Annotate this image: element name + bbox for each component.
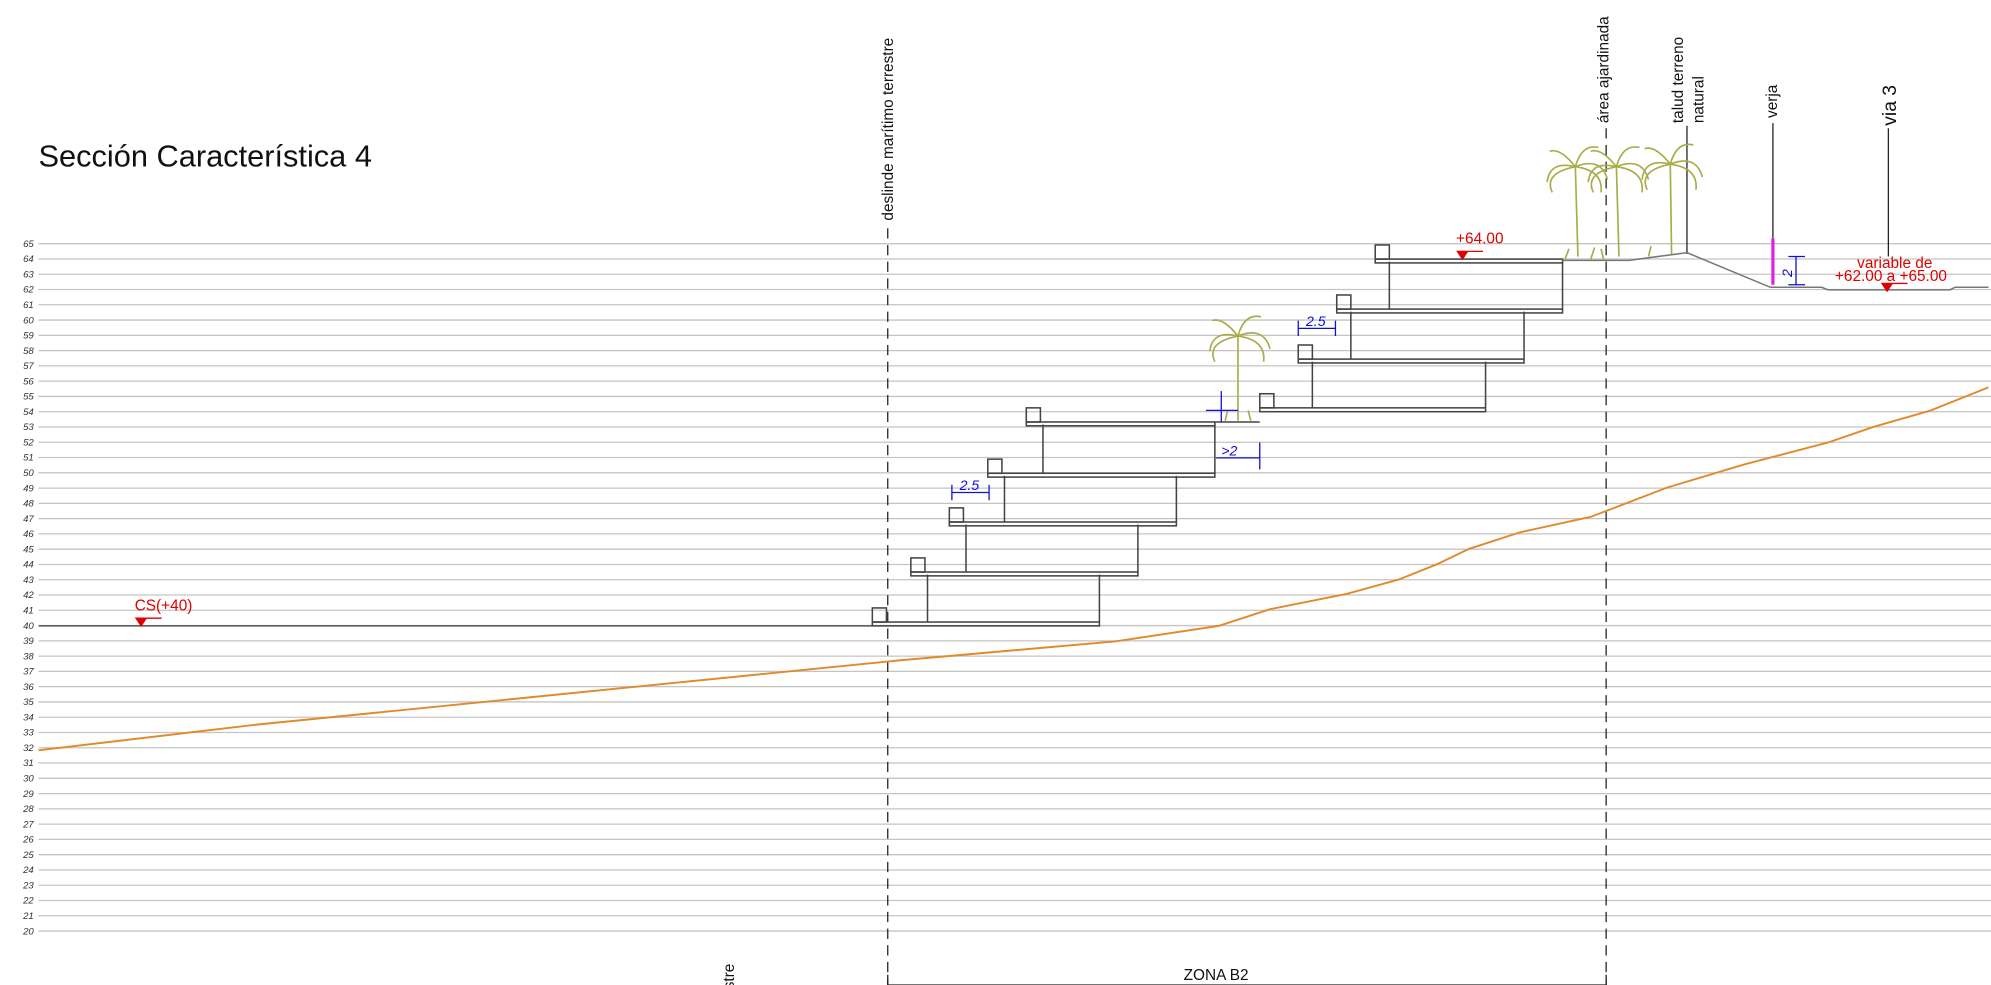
talud-label: talud terreno: [1670, 37, 1687, 123]
level-label: 65: [23, 239, 34, 250]
elevation-label: CS(+40): [135, 597, 193, 614]
level-label: 23: [22, 880, 34, 891]
verja-label: verja: [1764, 84, 1781, 118]
deslinde-label: deslinde marítimo terrestre: [880, 38, 897, 221]
title: Sección Característica 4: [38, 139, 371, 174]
elevation-label: +62.00 a +65.00: [1835, 268, 1947, 285]
level-label: 36: [23, 682, 34, 693]
level-label: 40: [23, 621, 34, 632]
level-label: 58: [23, 346, 34, 357]
level-label: 41: [23, 605, 34, 616]
level-label: 26: [22, 835, 34, 846]
level-label: 28: [22, 804, 34, 815]
level-label: 42: [23, 590, 34, 601]
level-label: 21: [22, 911, 34, 922]
area-label: área ajardinada: [1596, 16, 1613, 123]
zone-bracket: [887, 974, 1607, 985]
level-label: 51: [23, 453, 34, 464]
level-label: 22: [22, 896, 34, 907]
terrain-line: [38, 386, 1989, 752]
level-label: 56: [23, 376, 34, 387]
level-label: 34: [23, 712, 34, 723]
palms: [1208, 143, 1704, 421]
level-label: 55: [23, 392, 34, 403]
terraces: [871, 244, 1564, 627]
level-label: 49: [23, 483, 34, 494]
level-label: 37: [23, 667, 34, 678]
level-grid: 65 64 63 62 61 60 59 58 57 56 55 54 53 52 51 50 49 48 47 46…: [22, 239, 1991, 937]
dimension-label: 2.5: [1305, 313, 1326, 329]
level-label: 44: [23, 560, 34, 571]
zone-label: ZONA B2: [1184, 967, 1249, 984]
level-label: 60: [23, 315, 34, 326]
level-label: 45: [23, 544, 34, 555]
level-label: 52: [23, 437, 34, 448]
level-label: 38: [23, 651, 34, 662]
level-label: 29: [22, 789, 34, 800]
level-label: 50: [23, 468, 34, 479]
level-label: 30: [23, 774, 34, 785]
level-label: 25: [22, 850, 34, 861]
level-label: 46: [23, 529, 34, 540]
level-label: 43: [23, 575, 34, 586]
elevation-marker: [134, 617, 162, 628]
level-label: 31: [23, 758, 34, 769]
level-label: 35: [23, 697, 34, 708]
level-label: 47: [23, 514, 34, 525]
elevation-label: +64.00: [1456, 231, 1503, 248]
level-label: 64: [23, 254, 34, 265]
level-label: 48: [23, 499, 34, 510]
level-label: 63: [23, 269, 34, 280]
level-label: 61: [23, 300, 34, 311]
level-label: 24: [22, 865, 34, 876]
level-label: 57: [23, 361, 34, 372]
dimension-lines: [951, 255, 1805, 501]
level-label: 53: [23, 422, 34, 433]
level-label: 27: [22, 819, 34, 830]
dimension-label: 2.5: [959, 477, 980, 493]
elevation-label: variable de: [1857, 255, 1932, 272]
elevation-marker: [1880, 282, 1908, 293]
via-label: via 3: [1880, 85, 1901, 126]
road-profile: [1562, 251, 1989, 291]
talud-label: natural: [1691, 76, 1708, 123]
level-label: 20: [22, 926, 34, 937]
level-label: 54: [23, 407, 34, 418]
level-label: 59: [23, 331, 34, 342]
level-label: 62: [23, 285, 34, 296]
level-label: 39: [23, 636, 34, 647]
level-label: 33: [23, 728, 34, 739]
dimension-label: 2: [1779, 269, 1795, 278]
elevation-marker: [1456, 250, 1483, 261]
level-label: 32: [23, 743, 34, 754]
dimension-label: >2: [1221, 442, 1237, 458]
cut-label: estre: [721, 964, 738, 985]
